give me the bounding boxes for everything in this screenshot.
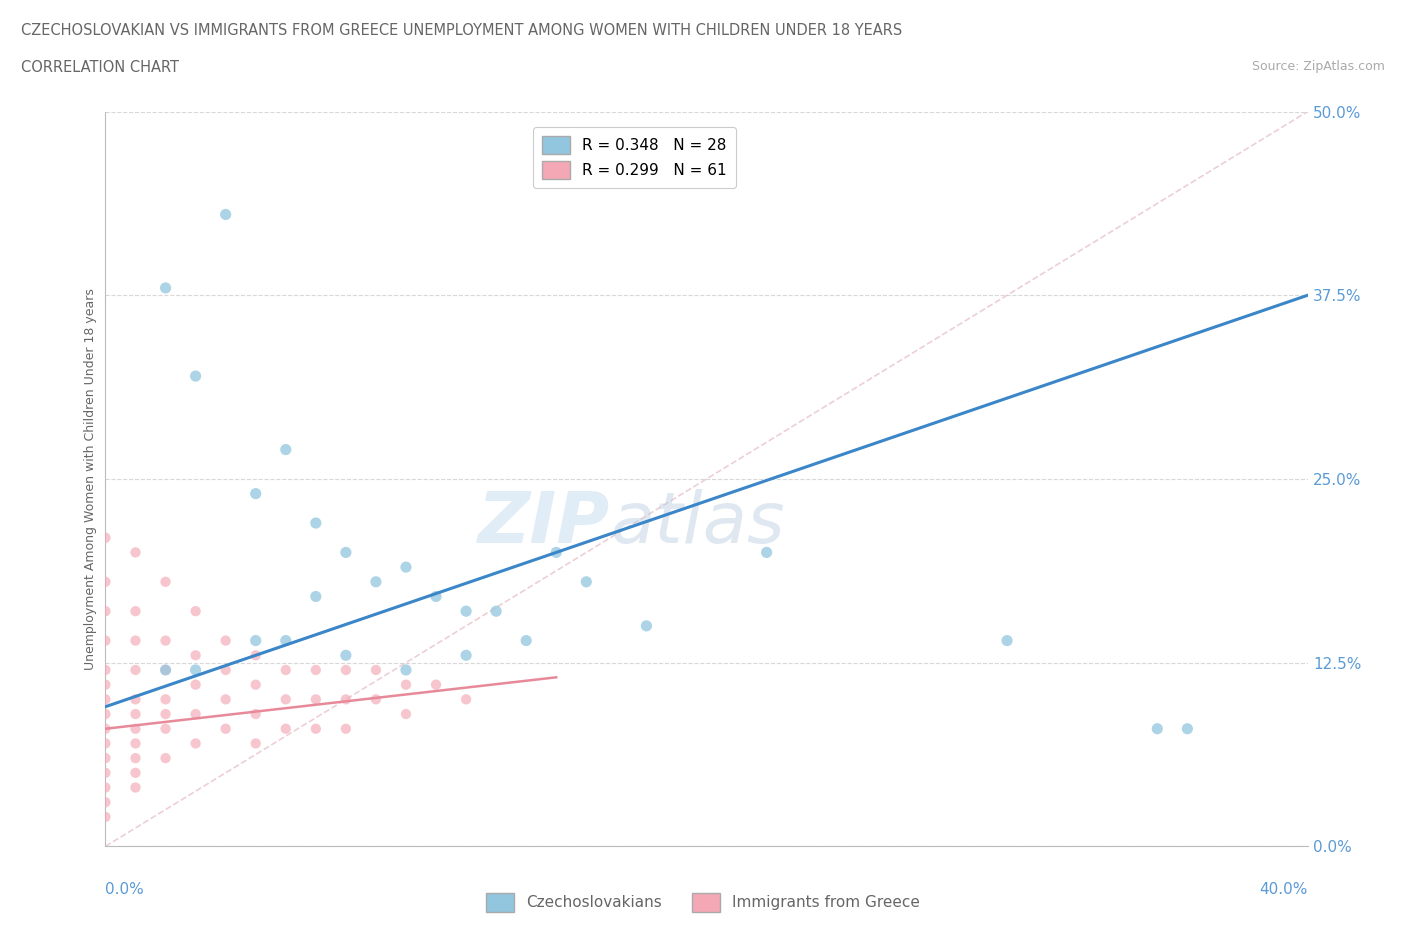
Point: [636, 618, 658, 633]
Point: [124, 780, 146, 795]
Point: [214, 722, 236, 737]
Point: [485, 604, 508, 618]
Text: ZIP: ZIP: [478, 488, 610, 557]
Point: [94, 707, 117, 722]
Point: [94, 662, 117, 677]
Point: [425, 677, 447, 692]
Point: [274, 633, 297, 648]
Point: [395, 560, 418, 575]
Point: [364, 692, 387, 707]
Text: 40.0%: 40.0%: [1260, 882, 1308, 897]
Point: [454, 692, 477, 707]
Point: [184, 707, 207, 722]
Point: [124, 633, 146, 648]
Point: [124, 722, 146, 737]
Point: [94, 736, 117, 751]
Point: [94, 795, 117, 810]
Point: [214, 662, 236, 677]
Text: CORRELATION CHART: CORRELATION CHART: [21, 60, 179, 75]
Point: [755, 545, 778, 560]
Point: [1146, 722, 1168, 737]
Point: [395, 662, 418, 677]
Point: [364, 662, 387, 677]
Text: atlas: atlas: [610, 488, 785, 557]
Point: [94, 604, 117, 618]
Point: [305, 589, 328, 604]
Point: [155, 751, 177, 765]
Point: [184, 677, 207, 692]
Point: [124, 707, 146, 722]
Point: [155, 662, 177, 677]
Point: [155, 633, 177, 648]
Point: [155, 662, 177, 677]
Point: [124, 736, 146, 751]
Point: [245, 677, 267, 692]
Point: [335, 545, 357, 560]
Point: [305, 722, 328, 737]
Point: [184, 368, 207, 383]
Point: [94, 530, 117, 545]
Point: [214, 633, 236, 648]
Point: [274, 722, 297, 737]
Point: [94, 780, 117, 795]
Point: [94, 692, 117, 707]
Point: [124, 692, 146, 707]
Point: [395, 707, 418, 722]
Point: [184, 736, 207, 751]
Point: [305, 515, 328, 530]
Point: [274, 442, 297, 457]
Point: [184, 648, 207, 663]
Point: [184, 604, 207, 618]
Point: [94, 765, 117, 780]
Point: [124, 751, 146, 765]
Text: Source: ZipAtlas.com: Source: ZipAtlas.com: [1251, 60, 1385, 73]
Point: [94, 722, 117, 737]
Point: [395, 677, 418, 692]
Point: [94, 575, 117, 590]
Point: [335, 648, 357, 663]
Point: [364, 575, 387, 590]
Point: [425, 589, 447, 604]
Point: [155, 575, 177, 590]
Point: [245, 736, 267, 751]
Point: [94, 633, 117, 648]
Point: [245, 486, 267, 501]
Point: [184, 662, 207, 677]
Point: [546, 545, 568, 560]
Point: [214, 207, 236, 222]
Legend: Czechoslovakians, Immigrants from Greece: Czechoslovakians, Immigrants from Greece: [479, 887, 927, 918]
Point: [245, 633, 267, 648]
Point: [305, 692, 328, 707]
Point: [575, 575, 598, 590]
Text: 0.0%: 0.0%: [105, 882, 145, 897]
Point: [995, 633, 1018, 648]
Point: [245, 648, 267, 663]
Point: [155, 281, 177, 296]
Point: [124, 765, 146, 780]
Point: [335, 722, 357, 737]
Point: [274, 662, 297, 677]
Legend: R = 0.348   N = 28, R = 0.299   N = 61: R = 0.348 N = 28, R = 0.299 N = 61: [533, 126, 735, 188]
Text: CZECHOSLOVAKIAN VS IMMIGRANTS FROM GREECE UNEMPLOYMENT AMONG WOMEN WITH CHILDREN: CZECHOSLOVAKIAN VS IMMIGRANTS FROM GREEC…: [21, 23, 903, 38]
Point: [454, 648, 477, 663]
Point: [245, 707, 267, 722]
Point: [335, 662, 357, 677]
Point: [515, 633, 537, 648]
Point: [94, 677, 117, 692]
Point: [124, 662, 146, 677]
Point: [94, 809, 117, 824]
Point: [454, 604, 477, 618]
Point: [305, 662, 328, 677]
Point: [155, 722, 177, 737]
Y-axis label: Unemployment Among Women with Children Under 18 years: Unemployment Among Women with Children U…: [84, 288, 97, 670]
Point: [155, 692, 177, 707]
Point: [214, 692, 236, 707]
Point: [335, 692, 357, 707]
Point: [274, 692, 297, 707]
Point: [124, 545, 146, 560]
Point: [94, 751, 117, 765]
Point: [124, 604, 146, 618]
Point: [1175, 722, 1198, 737]
Point: [155, 707, 177, 722]
